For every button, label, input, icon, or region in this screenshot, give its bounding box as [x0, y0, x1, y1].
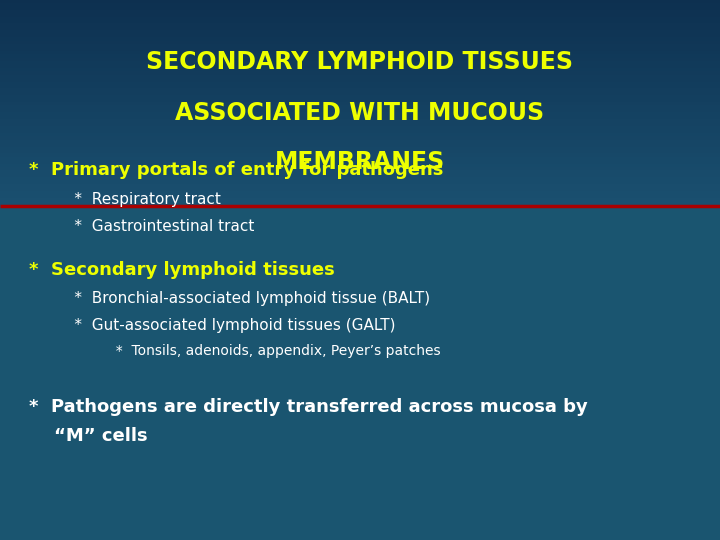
Text: SECONDARY LYMPHOID TISSUES: SECONDARY LYMPHOID TISSUES	[146, 50, 574, 74]
Bar	[0, 171, 720, 174]
Text: ASSOCIATED WITH MUCOUS: ASSOCIATED WITH MUCOUS	[176, 102, 544, 125]
Bar	[0, 3, 720, 7]
Bar	[0, 191, 720, 195]
Bar	[0, 119, 720, 123]
Bar	[0, 184, 720, 188]
Bar	[0, 20, 720, 24]
Bar	[0, 102, 720, 106]
Bar	[0, 82, 720, 85]
Bar	[0, 51, 720, 55]
Bar	[0, 58, 720, 62]
Bar	[0, 194, 720, 198]
Bar	[0, 167, 720, 171]
Bar	[0, 23, 720, 28]
Bar	[0, 136, 720, 140]
Text: *  Pathogens are directly transferred across mucosa by: * Pathogens are directly transferred acr…	[29, 397, 588, 416]
Text: *  Bronchial-associated lymphoid tissue (BALT): * Bronchial-associated lymphoid tissue (…	[50, 291, 431, 306]
Bar	[0, 48, 720, 51]
Bar	[0, 95, 720, 99]
Bar	[0, 177, 720, 181]
Bar	[0, 30, 720, 34]
Bar	[0, 40, 720, 44]
Text: *  Gastrointestinal tract: * Gastrointestinal tract	[50, 219, 255, 234]
Bar	[0, 109, 720, 113]
Bar	[0, 187, 720, 192]
Bar	[0, 157, 720, 161]
Bar	[0, 123, 720, 126]
Bar	[0, 126, 720, 130]
Bar	[0, 89, 720, 92]
Bar	[0, 78, 720, 82]
Bar	[0, 44, 720, 48]
Bar	[0, 17, 720, 21]
Text: “M” cells: “M” cells	[29, 427, 148, 445]
Bar	[0, 10, 720, 14]
Text: *  Primary portals of entry for pathogens: * Primary portals of entry for pathogens	[29, 161, 444, 179]
Bar	[0, 153, 720, 157]
Bar	[0, 6, 720, 10]
Bar	[0, 71, 720, 75]
Bar	[0, 33, 720, 38]
Bar	[0, 146, 720, 151]
Bar	[0, 133, 720, 137]
Bar	[0, 112, 720, 116]
Bar	[0, 116, 720, 120]
Bar	[0, 85, 720, 89]
Text: *  Secondary lymphoid tissues: * Secondary lymphoid tissues	[29, 261, 335, 279]
Text: *  Gut-associated lymphoid tissues (GALT): * Gut-associated lymphoid tissues (GALT)	[50, 318, 396, 333]
Bar	[0, 160, 720, 164]
Bar	[0, 150, 720, 154]
Bar	[0, 99, 720, 103]
Bar	[0, 174, 720, 178]
Bar	[0, 143, 720, 147]
Bar	[0, 181, 720, 185]
Bar	[0, 130, 720, 133]
Bar	[0, 27, 720, 31]
Bar	[0, 64, 720, 69]
Bar	[0, 37, 720, 41]
Bar	[0, 13, 720, 17]
Bar	[0, 68, 720, 72]
Bar	[0, 0, 720, 3]
Bar	[0, 54, 720, 58]
Bar	[0, 61, 720, 65]
Text: MEMBRANES: MEMBRANES	[275, 150, 445, 174]
Bar	[0, 201, 720, 205]
Bar	[0, 164, 720, 167]
Bar	[0, 140, 720, 144]
Bar	[0, 92, 720, 96]
Text: *  Tonsils, adenoids, appendix, Peyer’s patches: * Tonsils, adenoids, appendix, Peyer’s p…	[72, 344, 441, 358]
Text: *  Respiratory tract: * Respiratory tract	[50, 192, 221, 207]
Bar	[0, 75, 720, 79]
Bar	[0, 198, 720, 202]
Bar	[0, 105, 720, 110]
